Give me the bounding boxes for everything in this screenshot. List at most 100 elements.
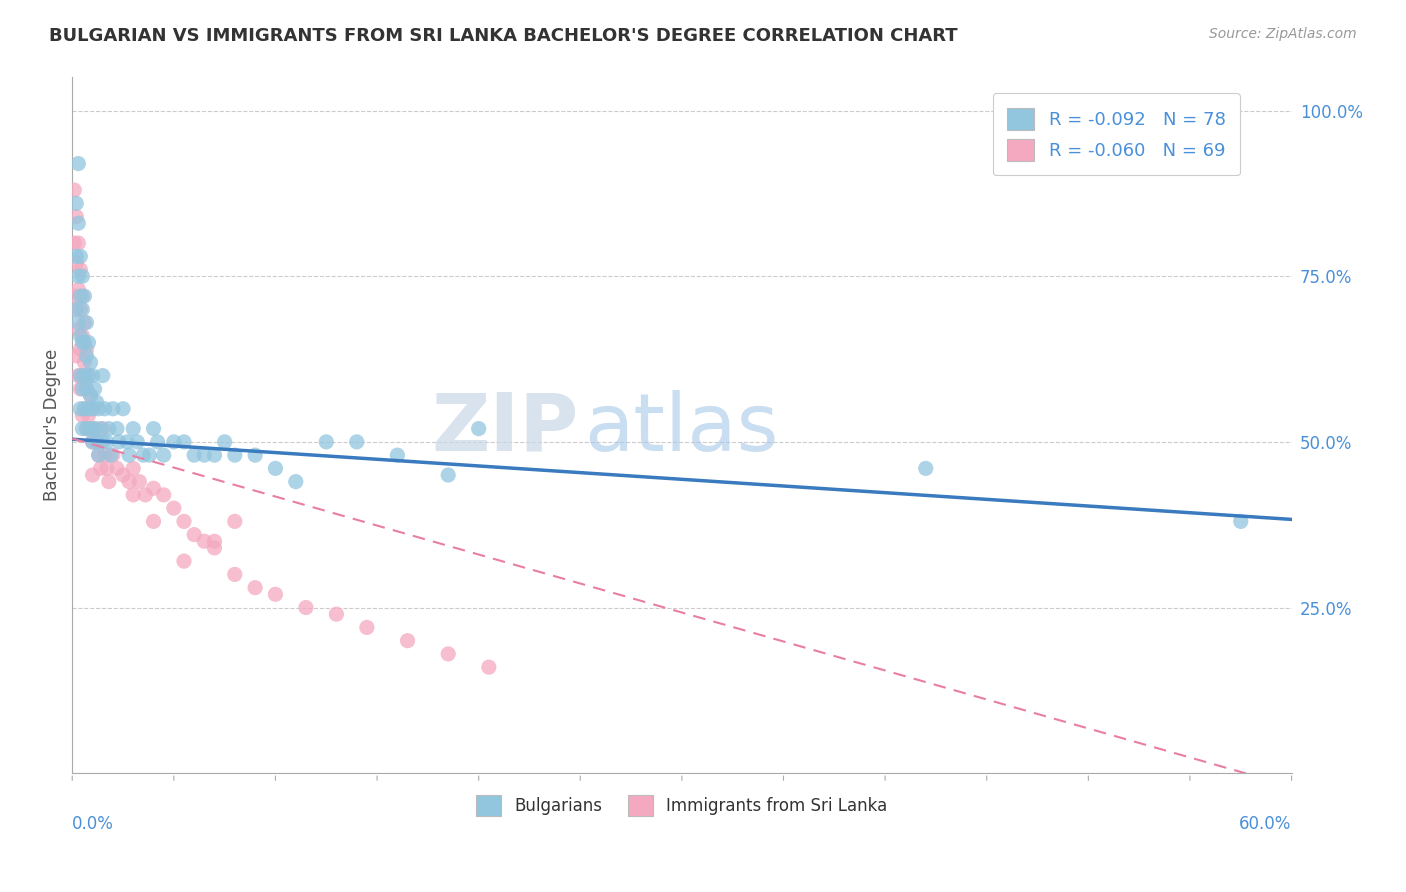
Point [65,302,87,317]
Point [100,448,122,462]
Point [173,554,195,568]
Point [325,607,347,622]
Point [72,302,94,317]
Point [72,329,94,343]
Point [437,468,460,483]
Point [77,368,100,383]
Text: Source: ZipAtlas.com: Source: ZipAtlas.com [1209,27,1357,41]
Point [65,249,87,263]
Point [90,461,112,475]
Point [69,249,91,263]
Point [914,461,936,475]
Point [73,368,96,383]
Point [72,269,94,284]
Point [93,448,115,462]
Point [128,475,150,489]
Point [243,581,266,595]
Point [67,236,90,251]
Point [77,368,100,383]
Point [67,283,90,297]
Point [69,401,91,416]
Point [69,329,91,343]
Point [152,488,174,502]
Point [77,335,100,350]
Legend: Bulgarians, Immigrants from Sri Lanka: Bulgarians, Immigrants from Sri Lanka [468,787,896,824]
Point [204,534,226,549]
Point [86,434,108,449]
Point [204,448,226,462]
Point [295,600,318,615]
Point [142,481,165,495]
Point [63,236,86,251]
Point [82,434,104,449]
Point [79,422,101,436]
Point [65,196,87,211]
Point [105,422,128,436]
Text: ZIP: ZIP [432,390,578,467]
Point [224,515,246,529]
Point [112,401,135,416]
Point [173,434,195,449]
Point [264,461,287,475]
Point [75,342,97,356]
Point [73,316,96,330]
Point [315,434,337,449]
Point [1229,515,1251,529]
Point [82,401,104,416]
Point [91,422,114,436]
Point [77,401,100,416]
Point [72,289,94,303]
Point [96,434,118,449]
Point [346,434,368,449]
Point [132,448,155,462]
Point [86,395,108,409]
Point [134,488,156,502]
Point [101,401,124,416]
Point [437,647,460,661]
Point [75,316,97,330]
Point [101,448,124,462]
Point [65,210,87,224]
Text: 60.0%: 60.0% [1239,815,1292,833]
Point [97,422,120,436]
Point [69,302,91,317]
Text: BULGARIAN VS IMMIGRANTS FROM SRI LANKA BACHELOR'S DEGREE CORRELATION CHART: BULGARIAN VS IMMIGRANTS FROM SRI LANKA B… [49,27,957,45]
Point [118,475,141,489]
Point [138,448,160,462]
Point [82,434,104,449]
Point [72,409,94,423]
Point [163,501,186,516]
Point [79,422,101,436]
Point [183,527,205,541]
Point [63,289,86,303]
Point [82,468,104,483]
Point [118,448,141,462]
Point [75,382,97,396]
Point [193,534,215,549]
Point [224,448,246,462]
Point [65,256,87,270]
Point [152,448,174,462]
Point [173,515,195,529]
Point [65,349,87,363]
Point [115,434,138,449]
Point [87,401,110,416]
Point [83,382,105,396]
Point [193,448,215,462]
Y-axis label: Bachelor's Degree: Bachelor's Degree [44,349,60,501]
Point [467,422,489,436]
Point [82,368,104,383]
Point [396,633,419,648]
Point [105,461,128,475]
Point [73,335,96,350]
Point [90,422,112,436]
Point [75,422,97,436]
Text: 0.0%: 0.0% [72,815,114,833]
Point [72,422,94,436]
Point [142,422,165,436]
Point [73,401,96,416]
Point [86,434,108,449]
Point [79,388,101,402]
Point [127,434,149,449]
Point [67,368,90,383]
